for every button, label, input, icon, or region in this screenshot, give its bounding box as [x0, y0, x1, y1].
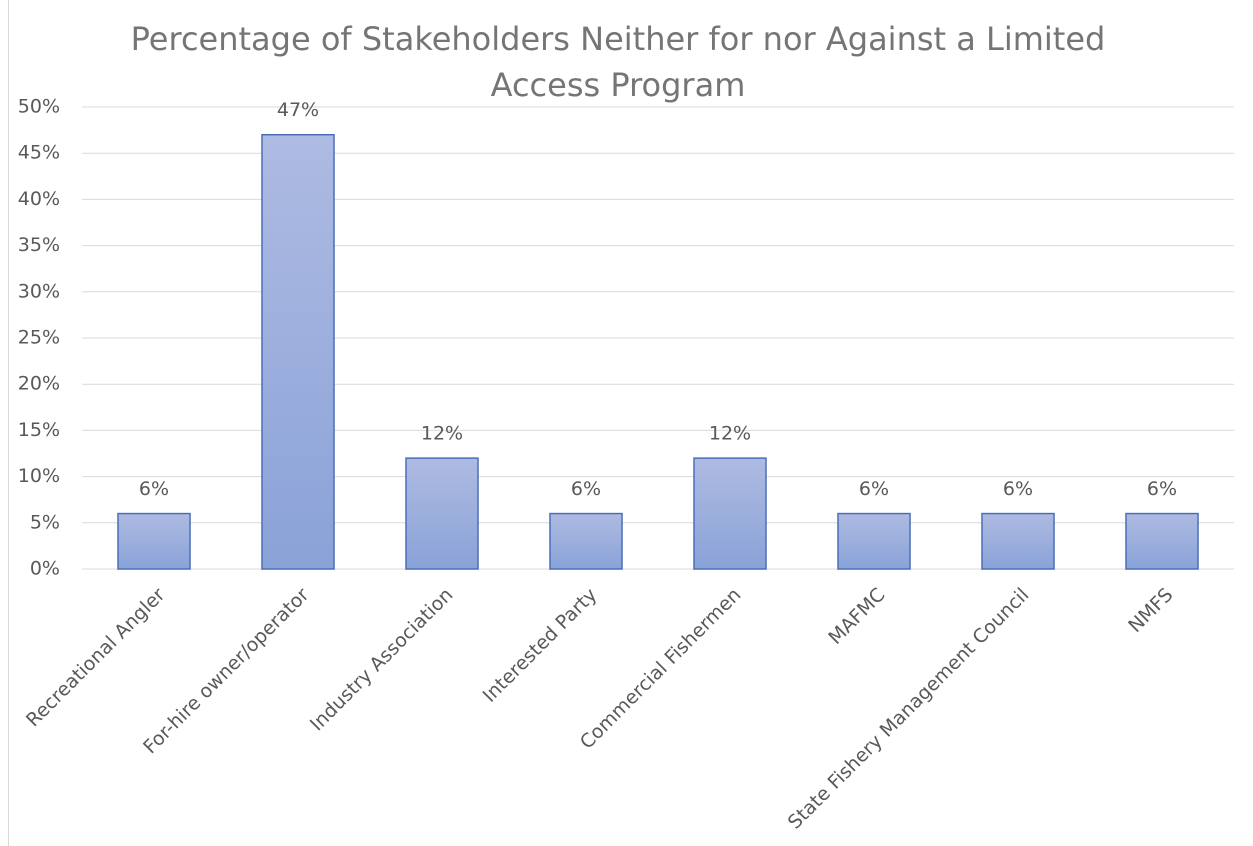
y-tick-label: 35% — [18, 234, 60, 256]
x-tick-label: Interested Party — [479, 584, 602, 707]
bar — [837, 512, 911, 570]
bar — [117, 512, 191, 570]
x-tick-label: Recreational Angler — [22, 584, 170, 732]
data-label: 6% — [139, 478, 169, 500]
bar — [405, 457, 479, 570]
bar — [1125, 512, 1199, 570]
y-tick-label: 45% — [18, 142, 60, 164]
y-tick-label: 10% — [18, 465, 60, 487]
y-tick-label: 40% — [18, 188, 60, 210]
y-tick-label: 15% — [18, 419, 60, 441]
data-label: 12% — [421, 423, 463, 445]
bar — [261, 133, 335, 570]
bar — [549, 512, 623, 570]
data-label: 12% — [709, 423, 751, 445]
x-tick-label: Industry Association — [306, 584, 458, 736]
chart-title: Percentage of Stakeholders Neither for n… — [130, 20, 1106, 104]
y-tick-label: 50% — [18, 96, 60, 118]
bar — [981, 512, 1055, 570]
x-tick-label: MAFMC — [824, 584, 889, 649]
data-label: 6% — [859, 478, 889, 500]
y-tick-label: 25% — [18, 327, 60, 349]
y-tick-label: 0% — [30, 558, 60, 580]
y-tick-label: 30% — [18, 280, 60, 302]
data-label: 6% — [1003, 478, 1033, 500]
data-label: 47% — [277, 99, 319, 121]
x-tick-label: For-hire owner/operator — [139, 584, 314, 759]
bar — [693, 457, 767, 570]
y-tick-label: 20% — [18, 373, 60, 395]
x-tick-label: NMFS — [1124, 584, 1177, 637]
data-label: 6% — [1147, 478, 1177, 500]
y-tick-label: 5% — [30, 511, 60, 533]
data-label: 6% — [571, 478, 601, 500]
x-tick-label: Commercial Fishermen — [576, 584, 746, 754]
x-tick-label: State Fishery Management Council — [784, 584, 1034, 834]
